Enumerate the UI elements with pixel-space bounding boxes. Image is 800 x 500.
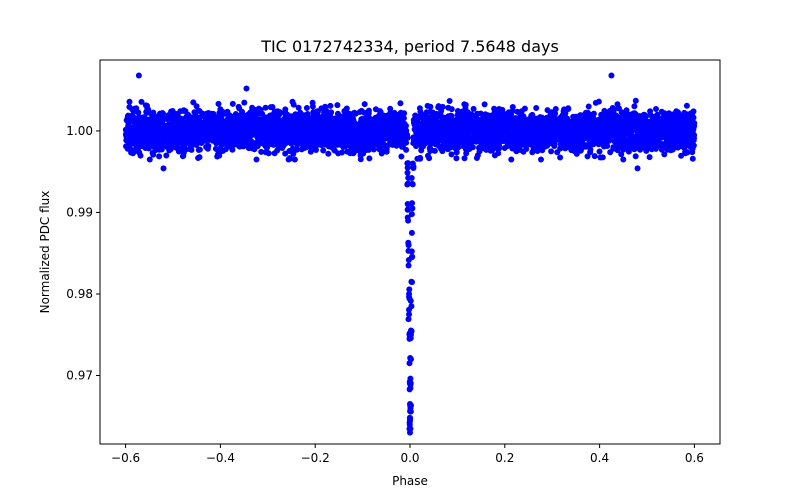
transit-point [410, 135, 417, 142]
outlier-point [243, 85, 250, 92]
transit-point [407, 425, 414, 432]
scatter-points [122, 72, 698, 436]
x-tick-label: −0.6 [111, 451, 140, 465]
transit-point [405, 262, 412, 269]
transit-point [404, 206, 411, 213]
chart-title: TIC 0172742334, period 7.5648 days [260, 37, 559, 56]
outlier-point [634, 165, 641, 172]
transit-point [409, 200, 416, 207]
transit-point [409, 181, 416, 188]
transit-point [406, 414, 413, 421]
transit-point [405, 293, 412, 300]
x-tick-label: 0.0 [400, 451, 419, 465]
y-tick-label: 0.98 [66, 287, 93, 301]
x-tick-label: 0.4 [590, 451, 609, 465]
transit-point [408, 279, 415, 286]
transit-point [410, 164, 417, 171]
transit-point [405, 239, 412, 246]
transit-point [404, 214, 411, 221]
outlier-point [135, 72, 142, 79]
x-tick-label: 0.2 [495, 451, 514, 465]
transit-point [404, 169, 411, 176]
x-axis-ticks: −0.6 −0.4 −0.2 0.0 0.2 0.4 0.6 [111, 444, 704, 465]
outlier-point [608, 72, 615, 79]
x-tick-label: −0.4 [206, 451, 235, 465]
transit-point [408, 402, 415, 409]
x-axis-label: Phase [392, 474, 428, 488]
transit-point [406, 306, 413, 313]
transit-point [405, 180, 412, 187]
transit-point [408, 211, 415, 218]
transit-point [405, 316, 412, 323]
transit-point [406, 331, 413, 338]
transit-point [408, 229, 415, 236]
y-axis-ticks: 0.97 0.98 0.99 1.00 [66, 124, 100, 383]
transit-point [404, 160, 411, 167]
transit-point [407, 355, 414, 362]
x-tick-label: −0.2 [301, 451, 330, 465]
transit-point [404, 134, 411, 141]
transit-point [404, 164, 411, 171]
transit-point [406, 286, 413, 293]
x-tick-label: 0.6 [685, 451, 704, 465]
outlier-point [160, 165, 167, 172]
y-axis-label: Normalized PDC flux [38, 191, 52, 314]
transit-point [408, 248, 415, 255]
transit-point [407, 381, 414, 388]
transit-point [406, 311, 413, 318]
baseline-points [122, 97, 698, 163]
transit-point [407, 408, 414, 415]
y-tick-label: 0.97 [66, 369, 93, 383]
transit-point [408, 174, 415, 181]
transit-point [405, 256, 412, 263]
y-tick-label: 1.00 [66, 124, 93, 138]
y-tick-label: 0.99 [66, 205, 93, 219]
